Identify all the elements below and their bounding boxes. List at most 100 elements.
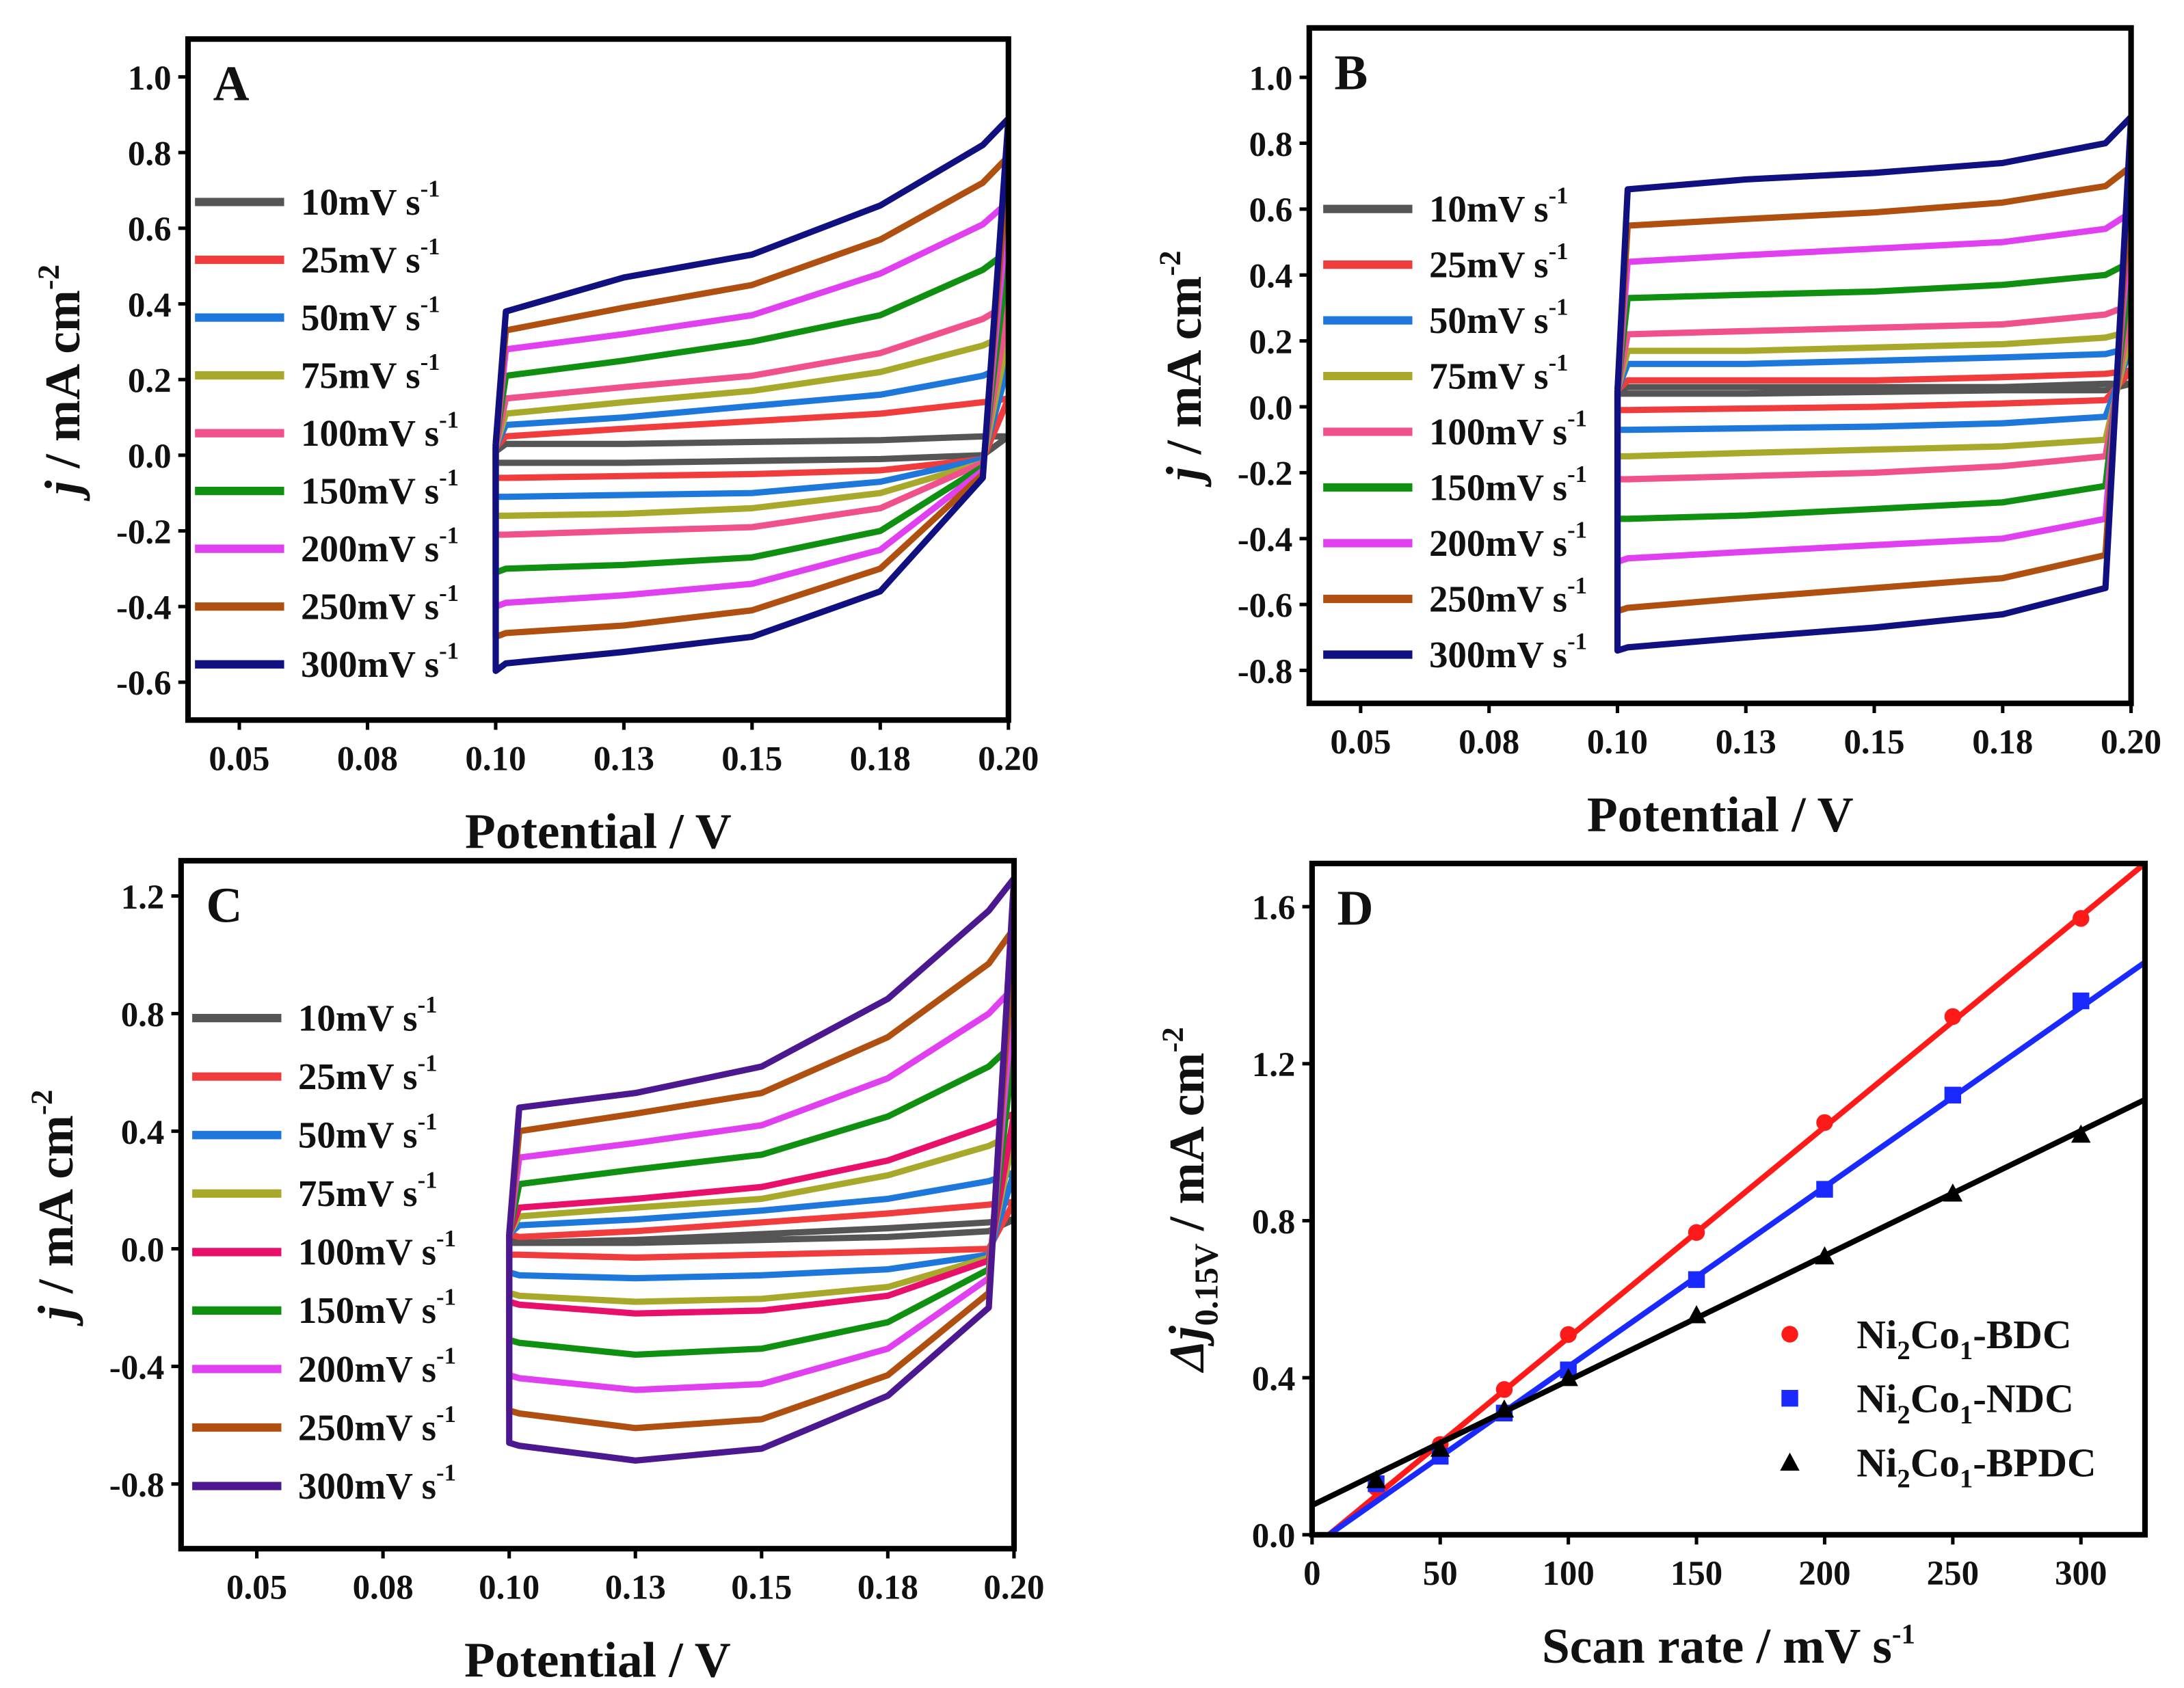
legend-label: Ni2Co1-BPDC <box>1856 1440 2096 1493</box>
plot-area <box>492 115 1009 674</box>
y-tick-label: 0.4 <box>121 1114 165 1152</box>
text-part: 250mV s <box>1429 578 1567 619</box>
legend-label: 300mV s-1 <box>1429 628 1587 675</box>
y-tick-label: 0.0 <box>121 1231 165 1270</box>
y-tick-label: 0.8 <box>128 135 172 173</box>
data-point <box>1366 1470 1386 1488</box>
text-part: -1 <box>1892 1619 1915 1650</box>
data-point <box>1686 1305 1707 1324</box>
x-tick-label: 100 <box>1542 1555 1594 1593</box>
panel-label: C <box>206 878 242 933</box>
panel-b: 0.05 0.08 0.10 0.13 0.15 0.18 0.20 -0.8 -0.6 -0.4… <box>1152 25 2161 842</box>
y-tick-label: 1.2 <box>1252 1046 1296 1084</box>
legend-label: Ni2Co1-BDC <box>1856 1312 2071 1365</box>
plot-area <box>1614 113 2131 654</box>
legend-marker <box>1781 1326 1798 1343</box>
text-part: -1 <box>418 1109 438 1135</box>
text-part: -BPDC <box>1973 1440 2096 1485</box>
y-tick-label: 0.0 <box>128 438 172 476</box>
text-part: -1 <box>436 1402 456 1428</box>
y-tick-label: 0.6 <box>1249 191 1293 230</box>
data-point <box>2071 1124 2091 1143</box>
text-part: -1 <box>1567 517 1587 543</box>
x-tick-label: 0.10 <box>479 1569 540 1607</box>
legend-label: 75mV s-1 <box>301 349 440 396</box>
y-tick-label: -0.4 <box>1238 521 1293 559</box>
x-tick-label: 0.13 <box>605 1569 666 1607</box>
data-point <box>1815 1246 1835 1265</box>
legend-label: 200mV s-1 <box>1429 517 1587 563</box>
x-tick-label: 0 <box>1303 1555 1320 1593</box>
text-part: 50mV s <box>1429 299 1549 341</box>
text-part: 300mV s <box>1429 634 1567 675</box>
x-tick-label: 0.13 <box>594 740 654 779</box>
x-tick-label: 0.08 <box>337 740 398 779</box>
text-part: 75mV s <box>1429 355 1549 397</box>
cv-curve-300mvs <box>1614 113 2131 654</box>
legend-label: 250mV s-1 <box>1429 573 1587 619</box>
text-part: -BDC <box>1973 1312 2071 1357</box>
legend-label: 100mV s-1 <box>298 1226 456 1272</box>
text-part: 250mV s <box>298 1406 436 1448</box>
x-tick-label: 0.15 <box>721 740 782 779</box>
text-part: / mA cm <box>1159 1053 1214 1244</box>
legend-label: 150mV s-1 <box>1429 461 1587 508</box>
text-part: -1 <box>439 465 459 491</box>
text-part: 2 <box>1897 1401 1910 1430</box>
text-part: 25mV s <box>298 1056 418 1097</box>
legend-label: 100mV s-1 <box>301 407 459 453</box>
text-part: j <box>1156 466 1212 487</box>
panel-a: 0.05 0.08 0.10 0.13 0.15 0.18 0.20 -0.6 -0.4 -0.2… <box>31 36 1039 859</box>
text-part: 50mV s <box>301 297 421 338</box>
panel-c: 0.05 0.08 0.10 0.13 0.15 0.18 0.20 -0.8 -0.4 0.0 0… <box>24 857 1044 1688</box>
text-part: Co <box>1910 1312 1960 1357</box>
text-part: -NDC <box>1973 1376 2074 1421</box>
text-part: Ni <box>1856 1312 1897 1357</box>
plot-area <box>1311 863 2145 1535</box>
text-part: 10mV s <box>1429 188 1549 230</box>
data-point <box>1944 1008 1962 1026</box>
y-axis-title: j / mA cm-2 <box>31 265 91 502</box>
text-part: j <box>28 1305 83 1326</box>
x-tick-label: 0.15 <box>731 1569 792 1607</box>
y-tick-label: -0.4 <box>116 589 172 628</box>
text-part: -1 <box>1549 183 1569 209</box>
legend-label: 200mV s-1 <box>298 1343 456 1389</box>
cv-curve-25mvs <box>492 395 1009 481</box>
data-point <box>1494 1399 1515 1418</box>
plot-frame <box>1309 860 2148 1538</box>
legend-label: 300mV s-1 <box>298 1460 456 1506</box>
legend-label: 10mV s-1 <box>298 992 438 1039</box>
cv-curve-300mvs <box>506 875 1014 1464</box>
legend-label: 250mV s-1 <box>301 580 459 627</box>
plot-area <box>506 875 1014 1464</box>
y-tick-label: 0.4 <box>1249 258 1293 296</box>
x-tick-label: 0.20 <box>2101 723 2161 762</box>
text-part: -1 <box>436 1460 456 1486</box>
panel-label: A <box>213 56 250 111</box>
plot-frame <box>1306 25 2134 706</box>
text-part: / mA cm <box>35 290 90 481</box>
y-tick-label: 0.4 <box>128 286 172 325</box>
plot-frame <box>178 857 1017 1552</box>
y-tick-label: -0.4 <box>109 1349 165 1387</box>
text-part: -1 <box>418 1168 438 1194</box>
text-part: 100mV s <box>301 412 439 454</box>
text-part: -1 <box>1567 573 1587 599</box>
y-tick-label: 0.8 <box>1249 126 1293 164</box>
text-part: 2 <box>1897 1337 1910 1365</box>
y-axis-title: j / mA cm-2 <box>1152 250 1212 487</box>
legend-label: 25mV s-1 <box>1429 239 1569 285</box>
panel-label: B <box>1334 44 1368 100</box>
text-part: -1 <box>1549 294 1569 320</box>
y-tick-label: 0.4 <box>1252 1361 1296 1399</box>
cv-curve-10mvs <box>1614 380 2131 397</box>
text-part: 100mV s <box>298 1231 436 1273</box>
legend-label: 75mV s-1 <box>1429 350 1569 397</box>
x-tick-label: 0.20 <box>978 740 1039 779</box>
x-tick-label: 0.15 <box>1843 723 1904 762</box>
fit-line <box>1311 1097 2145 1508</box>
legend-marker <box>1780 1452 1800 1471</box>
text-part: 0.15V <box>1187 1244 1225 1326</box>
y-axis-title: j / mA cm-2 <box>24 1090 83 1327</box>
